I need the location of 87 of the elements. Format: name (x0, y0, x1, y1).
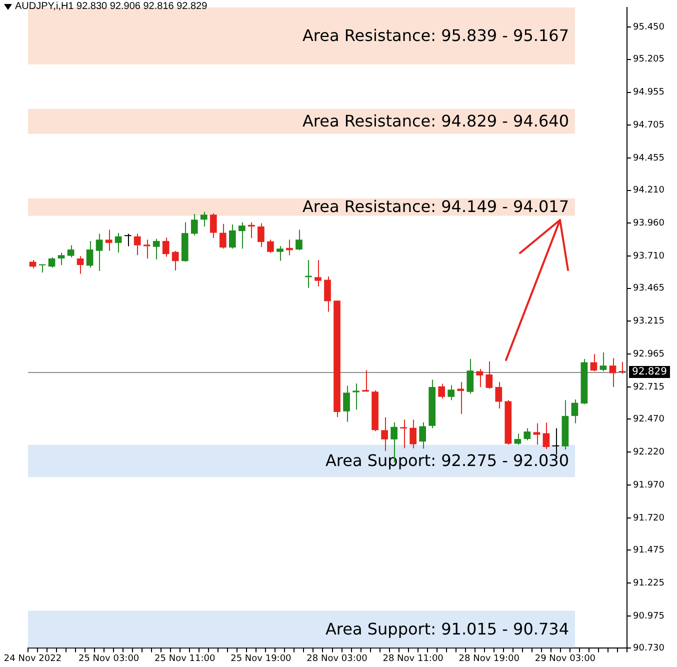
candlestick (410, 419, 416, 449)
candlestick (200, 211, 208, 227)
candlestick (86, 240, 94, 268)
candlestick (438, 383, 446, 399)
y-tick-label: 94.955 (633, 88, 664, 98)
candlestick (267, 239, 274, 254)
band-label: Area Resistance: 94.829 - 94.640 (302, 111, 569, 130)
candlestick (571, 399, 578, 424)
band-label: Area Resistance: 95.839 - 95.167 (302, 26, 569, 46)
y-tick-label: 93.465 (633, 284, 664, 294)
y-tick-label: 91.225 (633, 578, 664, 588)
candlestick (533, 422, 540, 446)
candlestick (76, 256, 84, 274)
candlestick (190, 213, 198, 236)
candlestick (600, 352, 607, 372)
y-tick-label: 92.220 (633, 447, 665, 458)
candlestick (618, 361, 626, 374)
x-tick-label: 24 Nov 2022 (4, 654, 62, 664)
y-tick-label: 92.715 (633, 382, 664, 392)
candlestick (495, 382, 502, 409)
y-tick-label: 90.730 (633, 644, 665, 654)
candlestick (400, 419, 407, 449)
candlestick (114, 232, 122, 254)
candlestick (362, 370, 369, 392)
y-tick-label: 91.970 (633, 480, 665, 490)
candlestick (210, 212, 217, 239)
candlestick (67, 244, 74, 258)
ref-line-label: 92.829 (632, 366, 667, 378)
candlestick (105, 229, 112, 252)
y-tick-label: 93.960 (633, 218, 665, 229)
y-tick-label: 92.470 (633, 414, 665, 425)
y-tick-label: 94.210 (633, 186, 665, 196)
candlestick (134, 233, 141, 256)
candlestick (58, 252, 65, 266)
candlestick (152, 238, 160, 260)
y-tick-label: 94.705 (633, 120, 664, 131)
x-tick-label: 25 Nov 03:00 (78, 654, 140, 664)
candlestick (286, 239, 293, 256)
candlestick (343, 385, 350, 422)
x-tick-label: 29 Nov 03:00 (534, 654, 596, 664)
x-tick-label: 28 Nov 11:00 (382, 654, 444, 664)
candlestick (514, 433, 522, 446)
candlestick (552, 428, 560, 456)
candlestick (419, 422, 426, 450)
chart-title: AUDJPY,i,H1 92.830 92.906 92.816 92.829 (15, 1, 208, 12)
candlestick (609, 358, 616, 388)
y-tick-label: 95.205 (633, 54, 664, 65)
x-tick-label: 28 Nov 03:00 (306, 654, 368, 664)
candlestick (219, 223, 226, 250)
candlestick (524, 428, 531, 441)
candlestick (48, 256, 56, 268)
y-tick-label: 91.720 (633, 513, 665, 524)
y-tick-label: 95.450 (633, 22, 665, 32)
x-tick-label: 28 Nov 19:00 (458, 654, 520, 664)
candlestick (248, 222, 255, 239)
y-tick-label: 90.975 (633, 611, 664, 622)
candlestick (296, 229, 302, 251)
candlestick (324, 276, 331, 312)
candlestick (124, 233, 132, 247)
candlestick (229, 224, 236, 250)
y-tick-label: 92.965 (633, 349, 664, 360)
candlestick (590, 354, 598, 372)
candlestick (486, 360, 493, 390)
candlestick (258, 222, 264, 248)
candlestick (448, 384, 455, 401)
candlestick (238, 222, 246, 250)
candlestick (476, 368, 484, 388)
candlestick (542, 422, 550, 450)
x-tick-label: 25 Nov 11:00 (154, 654, 216, 664)
candlestick (352, 382, 360, 410)
candlestick (162, 237, 170, 258)
band-label: Area Support: 92.275 - 92.030 (325, 451, 569, 470)
y-tick-label: 93.215 (633, 316, 664, 327)
band-label: Area Resistance: 94.149 - 94.017 (302, 197, 569, 216)
candlestick (314, 260, 322, 287)
candlestick (172, 250, 179, 272)
candlestick (457, 382, 464, 414)
x-tick-label: 25 Nov 19:00 (230, 654, 292, 664)
y-tick-label: 93.710 (633, 251, 665, 262)
y-tick-label: 91.475 (633, 546, 664, 556)
band-label: Area Support: 91.015 - 90.734 (325, 619, 569, 638)
candlestick (96, 233, 103, 272)
y-tick-label: 94.455 (633, 153, 664, 164)
candlestick (381, 416, 388, 452)
candlestick (276, 245, 284, 262)
candlestick (143, 239, 150, 259)
candlestick (466, 358, 474, 394)
